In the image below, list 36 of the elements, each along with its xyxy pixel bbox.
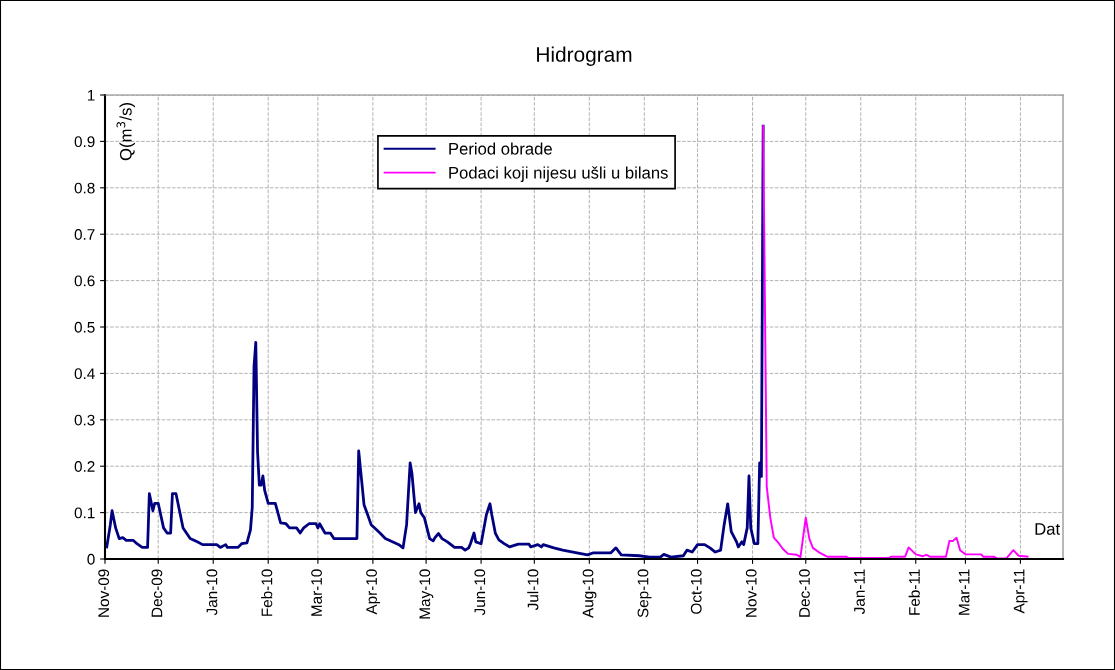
legend-label: Podaci koji nijesu ušli u bilans — [449, 166, 668, 182]
x-tick-label: Mar-10 — [311, 569, 322, 616]
y-tick-label: 0.2 — [74, 461, 95, 472]
x-tick-label: Jul-10 — [527, 569, 539, 611]
legend-label: Period obrade — [449, 142, 552, 155]
x-tick-label: Jan-11 — [854, 569, 865, 615]
x-tick-label: Feb-10 — [261, 569, 273, 616]
line-series — [105, 124, 765, 559]
x-tick-label: Mar-11 — [958, 569, 970, 615]
y-tick-label: 0.6 — [74, 275, 95, 287]
x-tick-label: Oct-10 — [690, 569, 702, 614]
y-tick-label: 0 — [87, 553, 95, 565]
y-tick-label: 0.1 — [74, 507, 95, 519]
y-axis-title: Q(m$^{3}$/s) — [116, 103, 135, 161]
x-tick-label: Jun-10 — [474, 569, 486, 616]
chart-title: Hidrogram — [537, 46, 632, 66]
x-tick-label: Aug-10 — [582, 569, 597, 618]
x-axis-title: Dat — [1035, 523, 1060, 535]
x-tick-label: Nov-10 — [745, 569, 757, 617]
x-tick-label: May-10 — [419, 569, 434, 619]
y-tick-label: 1 — [87, 90, 95, 101]
y-tick-label: 0.4 — [74, 368, 95, 380]
y-tick-label: 0.8 — [74, 182, 95, 194]
y-tick-label: 0.7 — [74, 229, 95, 240]
x-tick-label: Apr-10 — [366, 569, 381, 615]
x-tick-label: Dec-09 — [151, 569, 163, 617]
x-tick-label: Feb-11 — [908, 569, 920, 615]
y-tick-label: 0.3 — [74, 414, 95, 426]
line-series — [762, 125, 1029, 559]
x-tick-label: Apr-11 — [1013, 569, 1028, 614]
x-tick-label: Nov-09 — [98, 569, 110, 617]
y-tick-label: 0.5 — [74, 321, 95, 333]
y-tick-label: 0.9 — [74, 136, 95, 148]
x-tick-label: Jan-10 — [206, 569, 218, 616]
x-tick-label: Dec-10 — [799, 569, 810, 617]
x-tick-label: Sep-10 — [637, 569, 652, 618]
